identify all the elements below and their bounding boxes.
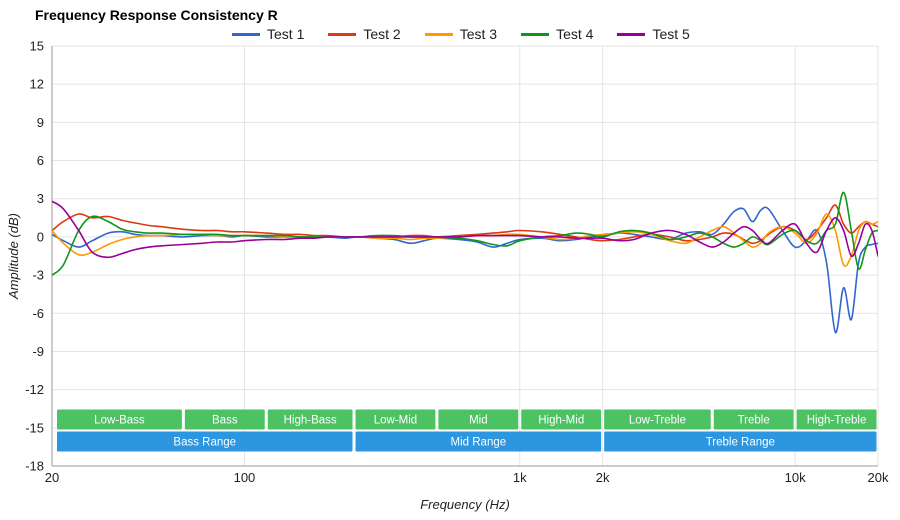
x-tick-label-2k: 2k (596, 470, 610, 485)
series-line-test-1 (52, 206, 878, 334)
range-band-label-mid-range: Mid Range (451, 437, 507, 449)
x-tick-label-1k: 1k (513, 470, 527, 485)
x-tick-label-10k: 10k (785, 470, 806, 485)
range-band-treble-range (604, 431, 877, 452)
series-line-test-5 (52, 200, 878, 259)
legend-label-test-1: Test 1 (267, 26, 305, 42)
band-bass (184, 409, 265, 430)
band-label-low-treble: Low-Treble (629, 415, 686, 427)
y-tick-label-6: 6 (37, 153, 44, 168)
legend-item-test-2: Test 2 (328, 26, 401, 42)
legend-label-test-4: Test 4 (556, 26, 594, 42)
y-tick-label--15: -15 (25, 420, 44, 435)
range-band-bass-range (57, 431, 353, 452)
band-label-mid: Mid (469, 415, 488, 427)
legend-item-test-5: Test 5 (617, 26, 690, 42)
legend-item-test-1: Test 1 (232, 26, 304, 42)
band-low-mid (355, 409, 436, 430)
x-tick-label-20: 20 (45, 470, 59, 485)
band-label-low-mid: Low-Mid (374, 415, 417, 427)
band-label-high-bass: High-Bass (284, 415, 337, 427)
y-tick-label--12: -12 (25, 382, 44, 397)
band-label-bass: Bass (212, 415, 238, 427)
band-high-treble (796, 409, 877, 430)
y-tick-label-0: 0 (37, 229, 44, 244)
band-label-high-mid: High-Mid (538, 415, 584, 427)
band-mid (438, 409, 519, 430)
legend-swatch-test-5 (617, 32, 646, 36)
y-tick-label-15: 15 (30, 39, 44, 54)
legend: Test 1 Test 2 Test 3 Test 4 Test 5 (232, 26, 690, 42)
legend-swatch-test-2 (328, 32, 357, 36)
legend-swatch-test-4 (521, 32, 550, 36)
legend-label-test-2: Test 2 (363, 26, 401, 42)
y-tick-label--6: -6 (32, 306, 44, 321)
legend-swatch-test-3 (424, 32, 453, 36)
band-high-bass (267, 409, 353, 430)
band-low-treble (604, 409, 711, 430)
range-band-mid-range (355, 431, 602, 452)
band-label-treble: Treble (738, 415, 770, 427)
y-tick-label--9: -9 (32, 344, 44, 359)
range-band-label-treble-range: Treble Range (706, 437, 775, 449)
legend-swatch-test-1 (232, 32, 260, 36)
y-tick-label-3: 3 (37, 191, 44, 206)
band-low-bass (57, 409, 182, 430)
band-high-mid (521, 409, 602, 430)
y-axis-title: Amplitude (dB) (6, 213, 21, 299)
chart-title: Frequency Response Consistency R (35, 7, 278, 23)
legend-item-test-3: Test 3 (424, 26, 498, 42)
range-band-label-bass-range: Bass Range (173, 437, 236, 449)
x-tick-label-20k: 20k (868, 470, 889, 485)
legend-item-test-4: Test 4 (521, 26, 593, 42)
band-label-low-bass: Low-Bass (94, 415, 145, 427)
series-line-test-4 (52, 191, 878, 276)
y-tick-label--18: -18 (25, 459, 44, 474)
y-tick-label-12: 12 (30, 77, 44, 92)
band-label-high-treble: High-Treble (807, 415, 867, 427)
band-treble (713, 409, 794, 430)
y-tick-label--3: -3 (32, 268, 44, 283)
legend-label-test-5: Test 5 (652, 26, 690, 42)
x-tick-label-100: 100 (234, 470, 256, 485)
legend-label-test-3: Test 3 (459, 26, 498, 42)
x-axis-title: Frequency (Hz) (420, 497, 510, 512)
y-tick-label-9: 9 (37, 115, 44, 130)
